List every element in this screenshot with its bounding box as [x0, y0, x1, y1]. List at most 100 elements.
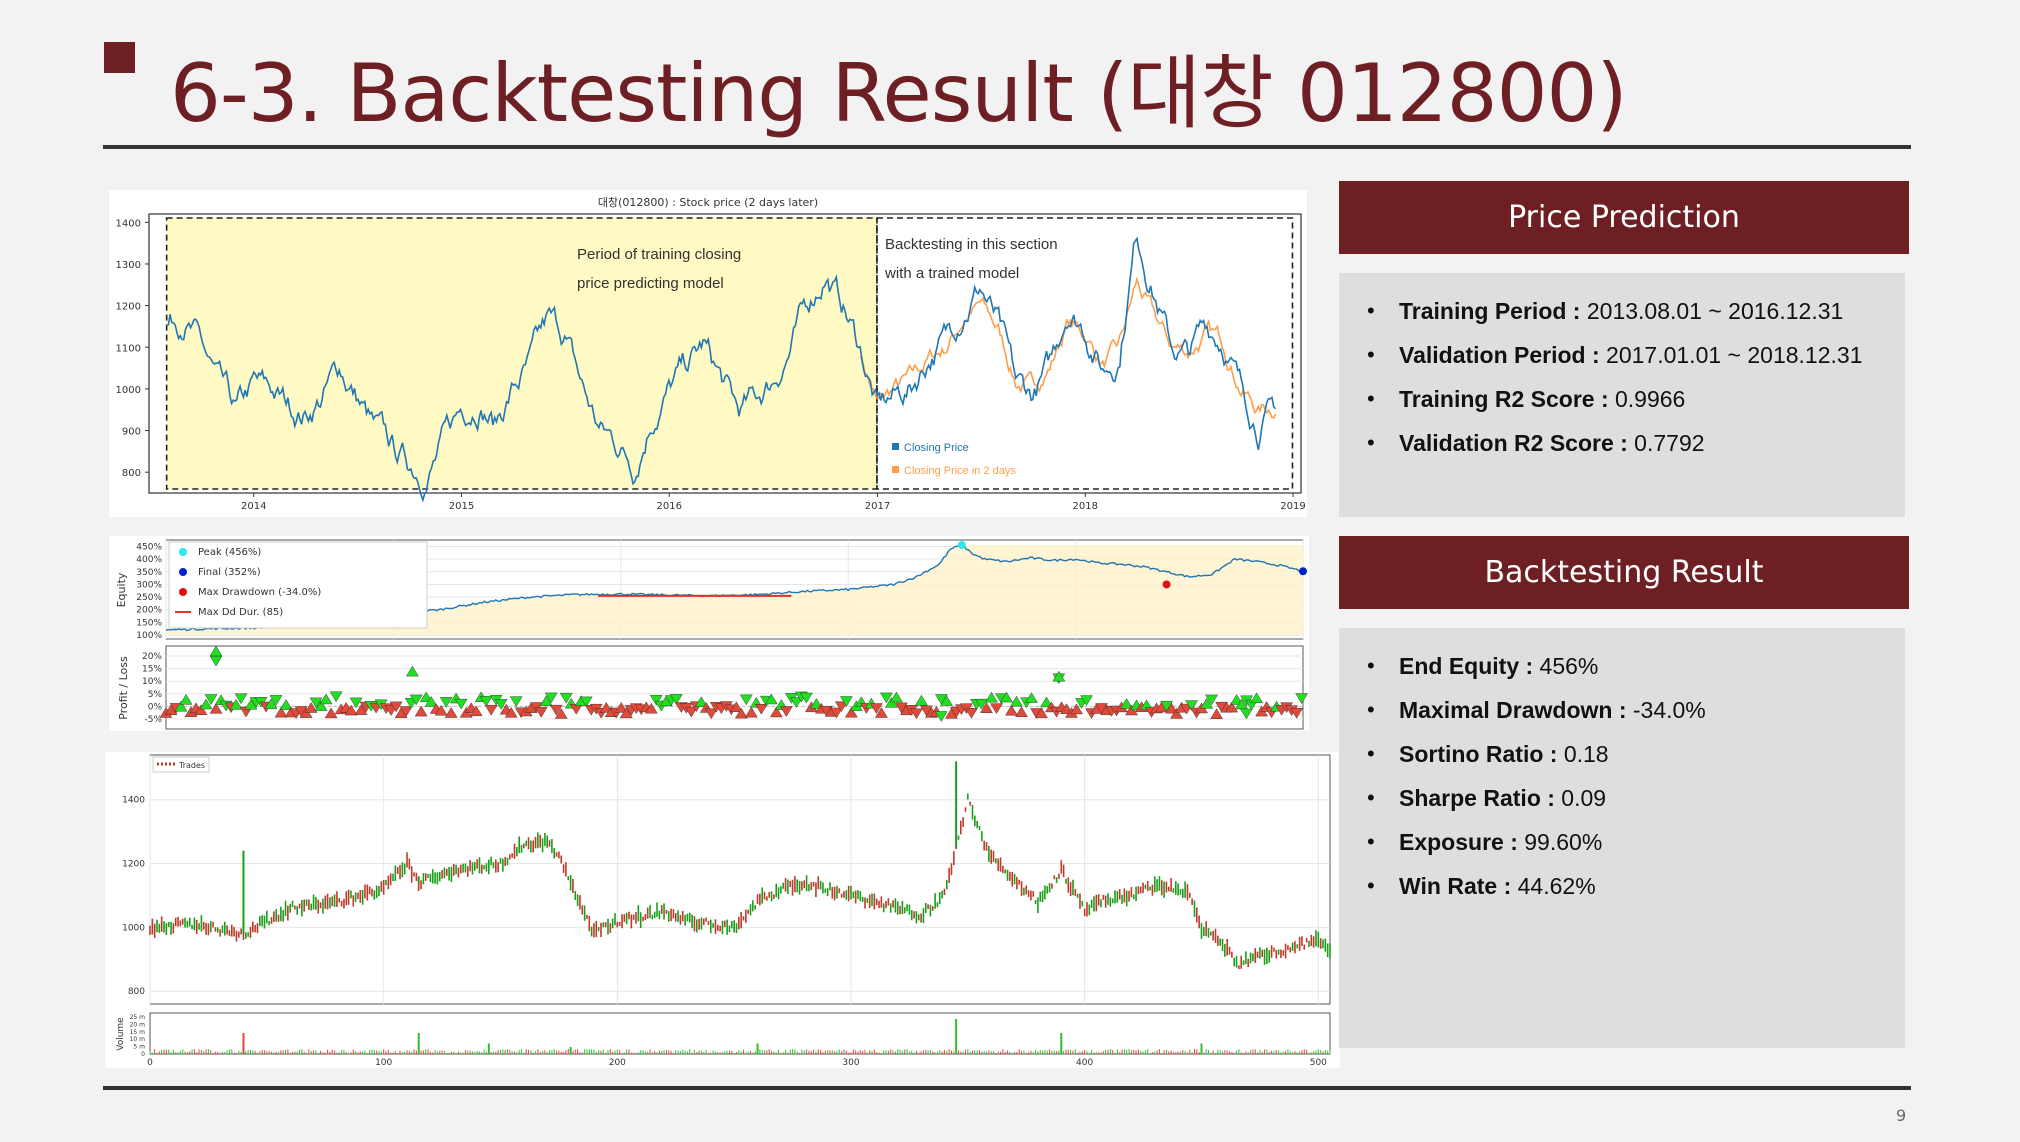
- pl-trade-marker: [1035, 707, 1048, 719]
- page-number: 9: [1896, 1106, 1907, 1125]
- trades-x-tick-label: 400: [1076, 1058, 1093, 1068]
- legend-label: Peak (456%): [198, 547, 261, 558]
- pl-trade-marker: [875, 707, 888, 718]
- pl-trade-marker: [504, 706, 518, 718]
- pl-trade-marker: [194, 704, 208, 715]
- pl-trade-marker: [769, 706, 783, 718]
- list-item: Maximal Drawdown : -34.0%: [1367, 688, 1905, 732]
- x-tick-label: 2014: [241, 501, 266, 512]
- pl-trade-marker: [204, 694, 218, 705]
- trades-x-tick-label: 200: [609, 1058, 626, 1068]
- y-tick-label: 1300: [116, 260, 141, 271]
- pl-trade-marker: [324, 707, 338, 719]
- pl-trade-marker: [734, 707, 748, 719]
- pl-trade-marker: [279, 699, 293, 710]
- pl-trade-marker: [1120, 698, 1133, 709]
- pl-trade-marker: [644, 702, 658, 714]
- trades-x-tick-label: 0: [147, 1058, 153, 1068]
- volume-frame: [149, 1012, 1331, 1055]
- pl-trade-marker: [544, 692, 558, 704]
- legend-marker: [179, 588, 187, 596]
- equity-y-tick-label: 350%: [136, 568, 162, 578]
- volume-y-tick-label: 0: [141, 1051, 145, 1058]
- pl-trade-marker: [1165, 702, 1178, 714]
- pl-trade-marker: [1005, 704, 1018, 716]
- pl-y-tick-label: 20%: [142, 652, 162, 662]
- equity-y-tick-label: 150%: [136, 618, 162, 628]
- pl-trade-marker: [779, 706, 793, 717]
- pl-trade-marker: [484, 704, 498, 716]
- volume-y-tick-label: 10 m: [130, 1036, 146, 1043]
- list-item: End Equity : 456%: [1367, 644, 1905, 688]
- y-tick-label: 800: [122, 468, 141, 479]
- pl-outlier-marker: [1240, 708, 1253, 720]
- pl-trade-marker: [409, 694, 423, 706]
- pl-trade-marker: [975, 698, 988, 710]
- legend-marker: [179, 548, 187, 556]
- pl-y-tick-label: -5%: [144, 715, 162, 725]
- pl-trade-marker: [1185, 700, 1198, 711]
- pl-trade-marker: [985, 691, 998, 703]
- volume-y-tick-label: 15 m: [130, 1029, 146, 1036]
- equity-peak-band: [166, 545, 1303, 635]
- pl-y-tick-label: 10%: [142, 677, 162, 687]
- equity-y-tick-label: 450%: [136, 543, 162, 553]
- price-prediction-box: Training Period : 2013.08.01 ~ 2016.12.3…: [1339, 273, 1905, 517]
- trades-y-tick-label: 1200: [122, 860, 145, 870]
- pl-trade-marker: [744, 706, 758, 718]
- title-square-icon: [104, 42, 135, 73]
- pl-trade-marker: [304, 702, 318, 713]
- list-item: Win Rate : 44.62%: [1367, 864, 1905, 908]
- pl-y-tick-label: 0%: [148, 702, 163, 712]
- pl-trade-marker: [439, 697, 453, 708]
- backtesting-result-header: Backtesting Result: [1339, 536, 1909, 609]
- equity-pl-chart: 100% 150% 200% 250% 300% 350% 400% 450% Equity Pe…: [109, 536, 1309, 731]
- training-region: [165, 217, 878, 490]
- legend-label: Max Drawdown (-34.0%): [198, 587, 321, 598]
- price-prediction-header: Price Prediction: [1339, 181, 1909, 254]
- max-drawdown-marker: [1162, 580, 1171, 589]
- pl-trade-marker: [835, 701, 848, 713]
- pl-trade-marker: [1205, 694, 1218, 706]
- trades-y-tick-label: 1400: [122, 796, 145, 806]
- pl-trade-marker: [684, 706, 698, 718]
- pl-trade-marker: [479, 696, 493, 707]
- annotation-backtest-2: with a trained model: [884, 265, 1019, 282]
- pl-trade-marker: [830, 707, 843, 719]
- pl-trade-marker: [209, 702, 223, 714]
- pl-trade-marker: [559, 692, 573, 704]
- pl-trade-marker: [239, 706, 253, 718]
- pl-trade-marker: [1040, 696, 1053, 708]
- pl-trade-marker: [309, 697, 323, 709]
- pl-trade-marker: [1295, 693, 1308, 704]
- pl-outlier-marker: [934, 711, 948, 722]
- pl-trade-marker: [1160, 700, 1173, 712]
- list-item: Validation Period : 2017.01.01 ~ 2018.12…: [1367, 333, 1905, 377]
- backtest-region: [876, 217, 1294, 490]
- pl-trade-marker: [554, 708, 568, 719]
- pl-trade-marker: [764, 693, 778, 705]
- legend-label: Final (352%): [198, 567, 261, 578]
- pl-trade-marker: [619, 707, 633, 719]
- pl-trade-marker: [754, 704, 768, 715]
- pl-trade-marker: [1225, 701, 1238, 713]
- trades-y-tick-label: 800: [128, 987, 145, 997]
- pl-trade-marker: [1290, 708, 1303, 719]
- pl-trade-marker: [539, 695, 553, 707]
- price-prediction-list: Training Period : 2013.08.01 ~ 2016.12.3…: [1339, 273, 1905, 465]
- equity-y-tick-label: 400%: [136, 555, 162, 565]
- pl-trade-marker: [1200, 698, 1213, 709]
- trades-x-tick-label: 500: [1310, 1058, 1327, 1068]
- list-item: Training R2 Score : 0.9966: [1367, 377, 1905, 421]
- pl-trade-marker: [885, 697, 898, 708]
- pl-trade-marker: [910, 708, 923, 720]
- pl-trade-marker: [349, 697, 363, 709]
- pl-trade-marker: [810, 698, 823, 709]
- list-item: Sharpe Ratio : 0.09: [1367, 776, 1905, 820]
- pl-trade-marker: [174, 700, 188, 712]
- pl-trade-marker: [1250, 692, 1263, 704]
- y-tick-label: 1400: [116, 218, 141, 229]
- y-tick-label: 900: [122, 427, 141, 438]
- pl-trade-marker: [354, 704, 368, 715]
